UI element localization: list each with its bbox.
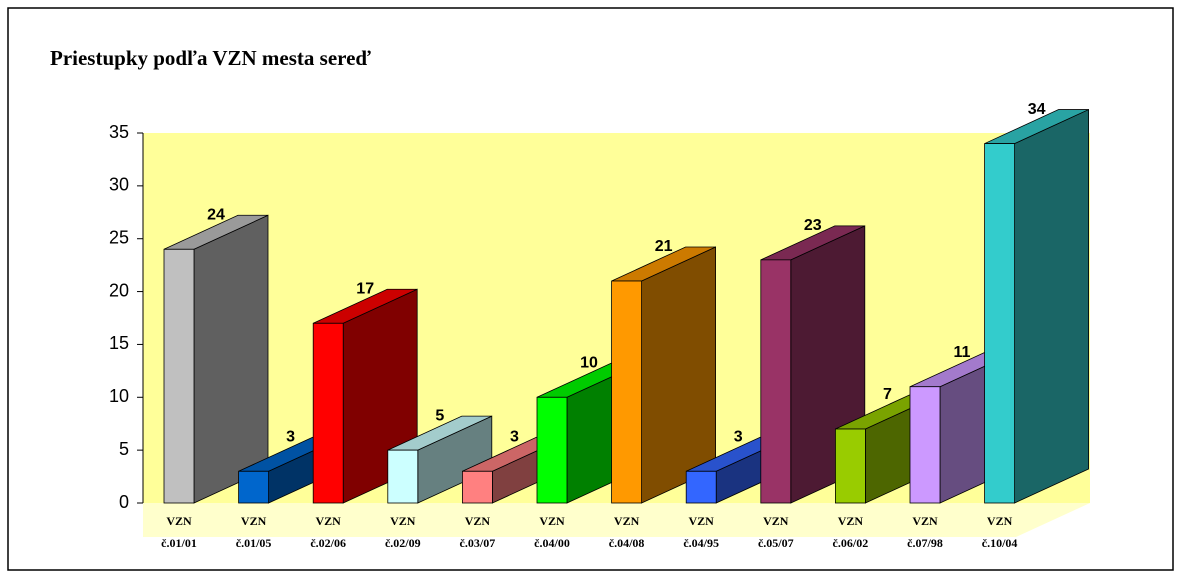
x-tick-label-box: VZN č.04/00 [534,514,570,550]
value-label: 3 [286,429,295,446]
y-tick-label: 10 [109,386,129,406]
bar-front [835,428,866,504]
y-tick-label: 15 [109,333,129,353]
x-tick-label: VZN č.07/98 [907,514,943,550]
y-tick-label: 0 [119,492,129,512]
x-tick-label-box: VZN č.04/08 [608,514,645,550]
x-tick-label-box: VZN č.02/06 [310,514,347,550]
x-tick-label-box: VZN č.01/05 [235,514,272,550]
bar-front [387,449,419,504]
value-label: 5 [435,407,444,424]
x-tick-label: VZN č.06/02 [832,514,869,550]
bar [611,246,716,504]
y-tick-label: 5 [119,439,129,459]
bar-front [238,470,270,504]
bar-front [163,248,195,504]
x-tick-label: VZN č.02/09 [384,514,421,550]
x-tick-label: VZN č.02/06 [310,514,347,550]
y-tick-label: 25 [109,227,129,247]
chart-title: Priestupky podľa VZN mesta sereď [50,46,371,70]
bar [984,108,1089,504]
x-tick-label: VZN č.03/07 [459,514,496,550]
x-tick-label: VZN č.01/05 [235,514,272,550]
x-tick-label: VZN č.04/95 [683,514,720,550]
x-tick-label-box: VZN č.05/07 [757,514,794,550]
x-tick-label: VZN č.04/08 [608,514,645,550]
value-label: 3 [510,429,519,446]
bar-front [461,470,493,504]
value-label: 3 [734,429,743,446]
x-tick-label-box: VZN č.10/04 [981,514,1018,550]
bar-front [760,259,792,504]
x-tick-label-box: VZN č.03/07 [459,514,496,550]
x-tick-label: VZN č.04/00 [534,514,570,550]
bar-front [611,280,642,504]
bar-side [193,214,269,504]
bar [163,214,269,504]
bar-front [909,386,941,504]
x-tick-label: VZN č.01/01 [161,514,197,550]
value-label: 23 [804,217,822,234]
x-tick-label: VZN č.05/07 [757,514,794,550]
bar-front [984,143,1015,504]
value-label: 17 [356,281,374,298]
bar-front [312,322,344,504]
x-tick-label-box: VZN č.02/09 [384,514,421,550]
y-tick-label: 30 [109,175,129,195]
x-tick-label: VZN č.10/04 [981,514,1018,550]
bar-front [685,470,717,504]
value-label: 34 [1028,101,1046,118]
value-label: 10 [580,355,598,372]
value-label: 11 [954,344,971,361]
x-tick-label-box: VZN č.06/02 [832,514,869,550]
bar [387,415,493,504]
x-tick-label-box: VZN č.07/98 [907,514,943,550]
y-tick-label: 20 [109,280,129,300]
value-label: 21 [655,238,673,255]
value-label: 7 [883,386,892,403]
bar-side [1014,108,1089,504]
y-tick-label: 35 [109,122,129,142]
bar-front [536,396,568,504]
x-tick-label-box: VZN č.04/95 [683,514,720,550]
x-tick-label-box: VZN č.01/01 [161,514,197,550]
value-label: 24 [207,207,225,224]
plot-floor [143,503,1090,537]
